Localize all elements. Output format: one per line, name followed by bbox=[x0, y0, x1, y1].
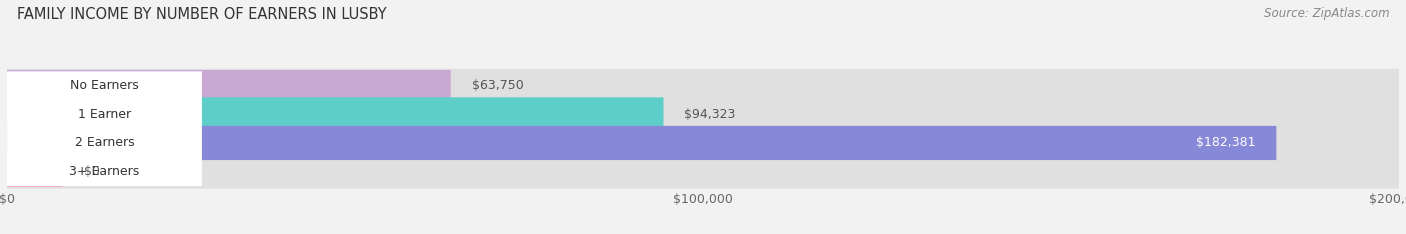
FancyBboxPatch shape bbox=[7, 97, 664, 132]
Text: No Earners: No Earners bbox=[70, 79, 139, 92]
FancyBboxPatch shape bbox=[7, 128, 202, 157]
FancyBboxPatch shape bbox=[7, 69, 1399, 103]
FancyBboxPatch shape bbox=[7, 154, 1399, 189]
Text: 2 Earners: 2 Earners bbox=[75, 136, 135, 150]
Text: FAMILY INCOME BY NUMBER OF EARNERS IN LUSBY: FAMILY INCOME BY NUMBER OF EARNERS IN LU… bbox=[17, 7, 387, 22]
FancyBboxPatch shape bbox=[7, 97, 1399, 132]
Text: $0: $0 bbox=[83, 165, 100, 178]
FancyBboxPatch shape bbox=[7, 157, 202, 186]
Text: $182,381: $182,381 bbox=[1197, 136, 1256, 150]
Text: 3+ Earners: 3+ Earners bbox=[69, 165, 139, 178]
Text: Source: ZipAtlas.com: Source: ZipAtlas.com bbox=[1264, 7, 1389, 20]
FancyBboxPatch shape bbox=[7, 154, 63, 189]
FancyBboxPatch shape bbox=[7, 100, 202, 129]
FancyBboxPatch shape bbox=[7, 126, 1277, 160]
FancyBboxPatch shape bbox=[7, 126, 1399, 160]
Text: 1 Earner: 1 Earner bbox=[77, 108, 131, 121]
FancyBboxPatch shape bbox=[7, 71, 202, 100]
Text: $94,323: $94,323 bbox=[685, 108, 735, 121]
Text: $63,750: $63,750 bbox=[471, 79, 523, 92]
FancyBboxPatch shape bbox=[7, 69, 451, 103]
